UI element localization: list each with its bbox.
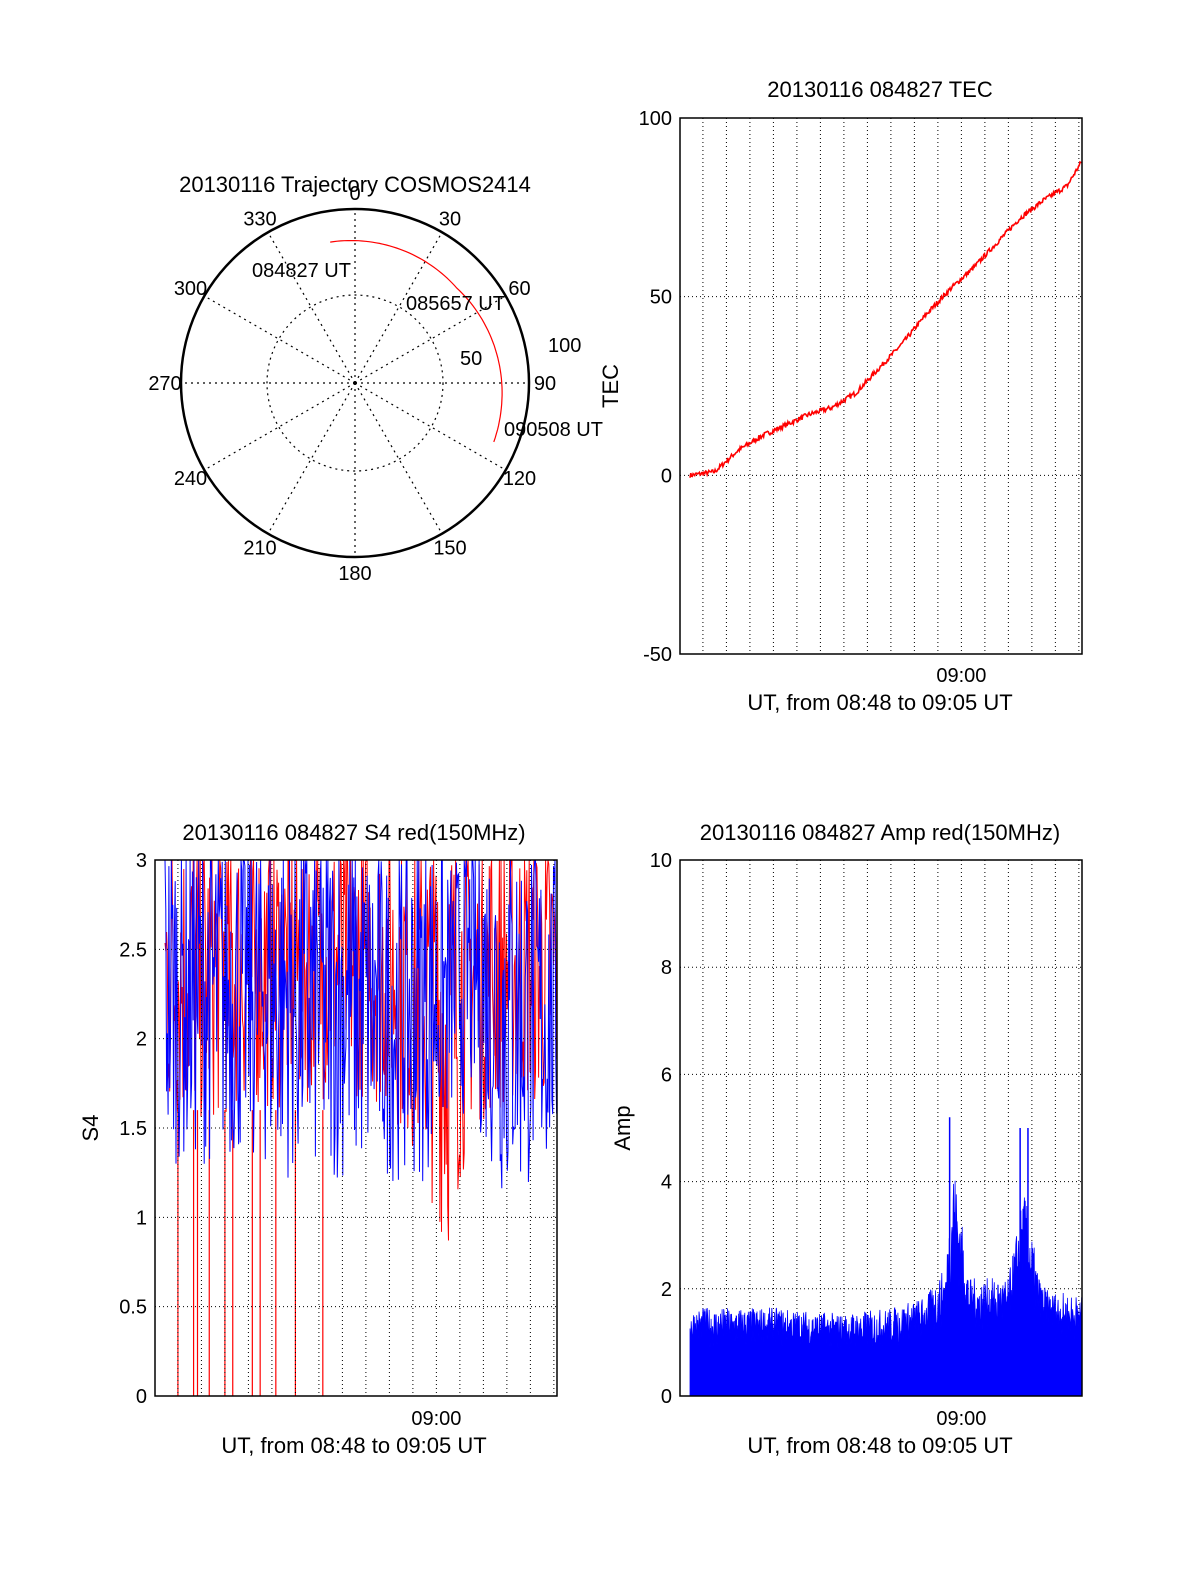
polar-azimuth-label: 330 — [243, 209, 276, 231]
polar-trajectory-panel: 20130116 Trajectory COSMOS2414 0 30 60 90 12… — [148, 172, 603, 585]
amp-area — [689, 1180, 1083, 1397]
polar-azimuth-label: 150 — [433, 538, 466, 560]
polar-azimuth-label: 180 — [338, 563, 371, 585]
polar-title: 20130116 Trajectory COSMOS2414 — [179, 172, 531, 197]
s4-y-axis-label: S4 — [78, 1115, 103, 1142]
s4-frame — [154, 859, 558, 1397]
s4-panel: 20130116 084827 S4 red(150MHz) 3 2.5 2 1.5 1… — [78, 820, 558, 1458]
tec-y-tick-label: -50 — [643, 644, 672, 666]
polar-azimuth-label: 210 — [243, 538, 276, 560]
amp-title: 20130116 084827 Amp red(150MHz) — [700, 820, 1060, 845]
s4-grid — [155, 860, 557, 1396]
s4-blue-line — [164, 859, 558, 1189]
polar-azimuth-labels: 0 30 60 90 120 150 180 210 240 270 300 330 — [148, 183, 556, 585]
amp-x-tick-0900: 09:00 — [936, 1408, 986, 1430]
polar-outer-ring — [179, 207, 531, 559]
amp-y-tick-label: 0 — [661, 1386, 672, 1408]
polar-label-end: 090508 UT — [504, 419, 603, 441]
amp-y-axis-label: Amp — [610, 1105, 635, 1150]
tec-grid — [680, 118, 1082, 654]
polar-label-start: 084827 UT — [252, 260, 351, 282]
polar-spoke — [204, 382, 356, 471]
s4-y-tick-label: 2.5 — [119, 939, 147, 961]
polar-label-mid: 085657 UT — [406, 293, 505, 315]
polar-spoke — [267, 232, 356, 384]
amp-y-tick-label: 10 — [650, 850, 672, 872]
amp-y-tick-label: 6 — [661, 1064, 672, 1086]
s4-x-tick-0900: 09:00 — [411, 1408, 461, 1430]
s4-y-tick-label: 0 — [136, 1386, 147, 1408]
tec-x-tick-0900: 09:00 — [936, 665, 986, 687]
polar-azimuth-label: 0 — [349, 183, 360, 205]
polar-azimuth-label: 270 — [148, 373, 181, 395]
tec-y-axis-label: TEC — [598, 364, 623, 408]
s4-y-tick-label: 3 — [136, 850, 147, 872]
polar-azimuth-label: 300 — [174, 278, 207, 300]
s4-title: 20130116 084827 S4 red(150MHz) — [182, 820, 525, 845]
polar-azimuth-label: 90 — [534, 373, 556, 395]
polar-spoke — [354, 382, 506, 471]
polar-radial-label-50: 50 — [460, 348, 482, 370]
s4-y-tick-label: 1 — [136, 1207, 147, 1229]
s4-y-tick-labels: 3 2.5 2 1.5 1 0.5 0 — [119, 850, 147, 1408]
tec-series-line — [689, 160, 1082, 478]
polar-trajectory-line — [330, 240, 503, 443]
amp-y-tick-label: 4 — [661, 1172, 672, 1194]
tec-y-tick-label: 0 — [661, 465, 672, 487]
amp-y-tick-label: 8 — [661, 957, 672, 979]
amp-y-tick-label: 2 — [661, 1279, 672, 1301]
tec-x-axis-label: UT, from 08:48 to 09:05 UT — [747, 690, 1012, 715]
s4-y-tick-label: 2 — [136, 1029, 147, 1051]
polar-spoke — [354, 382, 443, 534]
amp-grid — [680, 860, 1082, 1396]
s4-blue-series — [164, 859, 558, 1189]
polar-azimuth-label: 60 — [508, 278, 530, 300]
amp-y-tick-labels: 10 8 6 4 2 0 — [650, 850, 672, 1408]
polar-spoke — [354, 232, 443, 384]
amp-series-area — [689, 1117, 1083, 1397]
polar-spoke — [204, 295, 356, 384]
polar-spokes — [181, 209, 529, 557]
amp-panel: 20130116 084827 Amp red(150MHz) 1086420 … — [610, 820, 1083, 1458]
polar-inner-ring — [266, 294, 444, 472]
s4-y-tick-label: 0.5 — [119, 1297, 147, 1319]
tec-y-tick-labels: 100 50 0 -50 — [639, 108, 672, 666]
amp-frame — [679, 859, 1083, 1397]
polar-spoke — [267, 382, 356, 534]
tec-y-tick-label: 50 — [650, 287, 672, 309]
polar-radial-label-100: 100 — [548, 335, 581, 357]
tec-panel: 20130116 084827 TEC 100 50 0 -50 09:00 UT, … — [598, 77, 1083, 715]
s4-x-axis-label: UT, from 08:48 to 09:05 UT — [221, 1433, 486, 1458]
polar-spoke — [354, 295, 506, 384]
tec-title: 20130116 084827 TEC — [767, 77, 993, 102]
amp-x-axis-label: UT, from 08:48 to 09:05 UT — [747, 1433, 1012, 1458]
polar-azimuth-label: 120 — [503, 468, 536, 490]
tec-frame — [679, 117, 1083, 655]
s4-y-tick-label: 1.5 — [119, 1118, 147, 1140]
tec-y-tick-label: 100 — [639, 108, 672, 130]
polar-azimuth-label: 30 — [439, 209, 461, 231]
polar-azimuth-label: 240 — [174, 468, 207, 490]
